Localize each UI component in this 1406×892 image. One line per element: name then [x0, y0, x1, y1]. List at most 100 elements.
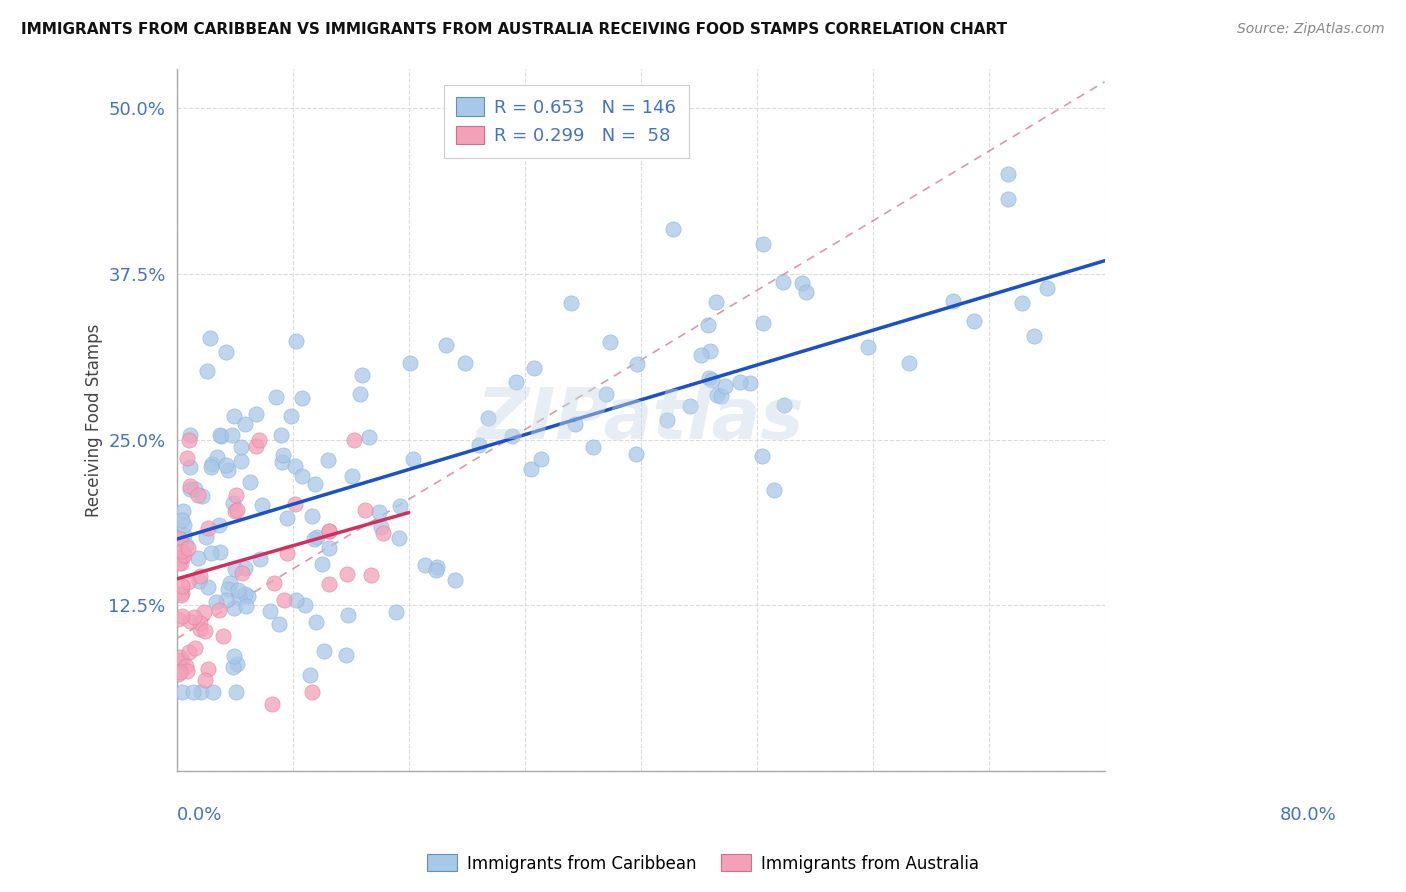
Point — [198, 331, 221, 345]
Point — [318, 577, 340, 591]
Point — [170, 556, 193, 570]
Point — [169, 532, 191, 546]
Text: IMMIGRANTS FROM CARIBBEAN VS IMMIGRANTS FROM AUSTRALIA RECEIVING FOOD STAMPS COR: IMMIGRANTS FROM CARIBBEAN VS IMMIGRANTS … — [21, 22, 1007, 37]
Point — [710, 389, 733, 403]
Point — [699, 344, 721, 359]
Point — [697, 318, 720, 332]
Point — [177, 645, 200, 659]
Point — [564, 417, 586, 432]
Point — [233, 417, 256, 432]
Point — [187, 488, 209, 502]
Point — [179, 427, 201, 442]
Point — [772, 275, 794, 289]
Point — [704, 294, 727, 309]
Point — [249, 551, 271, 566]
Point — [173, 528, 195, 542]
Point — [796, 285, 818, 299]
Point — [208, 428, 231, 442]
Legend: R = 0.653   N = 146, R = 0.299   N =  58: R = 0.653 N = 146, R = 0.299 N = 58 — [444, 85, 689, 158]
Point — [173, 549, 195, 563]
Point — [454, 356, 477, 370]
Point — [276, 511, 298, 525]
Point — [307, 530, 329, 544]
Point — [402, 452, 425, 467]
Point — [235, 599, 257, 613]
Point — [187, 551, 209, 566]
Point — [738, 376, 761, 391]
Point — [270, 427, 292, 442]
Point — [177, 575, 200, 590]
Point — [942, 293, 965, 308]
Text: ZIPatlas: ZIPatlas — [477, 385, 804, 454]
Point — [280, 409, 302, 424]
Point — [194, 624, 217, 638]
Point — [388, 499, 411, 513]
Legend: Immigrants from Caribbean, Immigrants from Australia: Immigrants from Caribbean, Immigrants fr… — [420, 847, 986, 880]
Point — [170, 586, 193, 600]
Point — [302, 532, 325, 546]
Point — [233, 587, 256, 601]
Point — [444, 573, 467, 587]
Point — [305, 615, 328, 629]
Point — [1011, 295, 1033, 310]
Point — [179, 482, 201, 496]
Point — [523, 361, 546, 376]
Point — [215, 344, 238, 359]
Point — [997, 192, 1019, 206]
Point — [318, 541, 340, 556]
Point — [247, 433, 270, 447]
Point — [335, 648, 357, 662]
Point — [752, 316, 775, 330]
Point — [193, 605, 215, 619]
Point — [194, 531, 217, 545]
Point — [215, 593, 238, 607]
Point — [340, 468, 363, 483]
Point — [179, 614, 201, 628]
Point — [359, 430, 381, 444]
Point — [190, 489, 212, 503]
Point — [209, 429, 232, 443]
Point — [217, 462, 239, 476]
Point — [231, 453, 253, 467]
Point — [314, 644, 336, 658]
Point — [172, 684, 194, 698]
Point — [172, 504, 194, 518]
Point — [690, 349, 713, 363]
Point — [336, 566, 359, 581]
Point — [167, 551, 190, 566]
Point — [1024, 329, 1046, 343]
Point — [763, 483, 786, 497]
Point — [582, 440, 605, 454]
Point — [728, 376, 751, 390]
Text: Source: ZipAtlas.com: Source: ZipAtlas.com — [1237, 22, 1385, 37]
Point — [413, 558, 436, 572]
Point — [176, 665, 198, 679]
Point — [179, 433, 201, 447]
Point — [370, 519, 392, 533]
Point — [211, 629, 233, 643]
Point — [271, 448, 294, 462]
Point — [963, 314, 986, 328]
Point — [221, 660, 243, 674]
Point — [176, 450, 198, 465]
Point — [291, 469, 314, 483]
Point — [221, 428, 243, 442]
Point — [706, 388, 728, 402]
Point — [208, 603, 231, 617]
Point — [856, 340, 879, 354]
Point — [250, 499, 273, 513]
Point — [183, 609, 205, 624]
Point — [208, 518, 231, 533]
Point — [301, 509, 323, 524]
Point — [318, 524, 340, 538]
Point — [183, 641, 205, 656]
Point — [172, 512, 194, 526]
Point — [626, 447, 648, 461]
Point — [264, 390, 287, 404]
Point — [170, 588, 193, 602]
Point — [388, 532, 411, 546]
Point — [752, 236, 775, 251]
Point — [235, 561, 257, 575]
Point — [219, 576, 242, 591]
Point — [166, 612, 188, 626]
